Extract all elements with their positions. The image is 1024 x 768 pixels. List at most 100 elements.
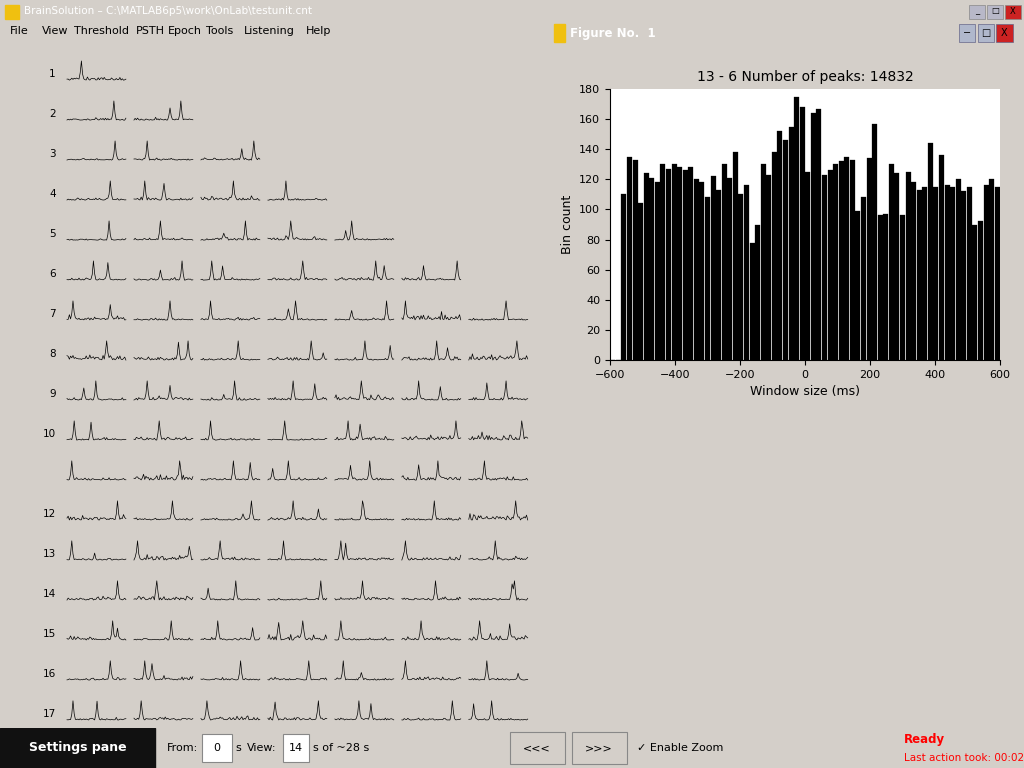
Bar — [283, 734, 309, 762]
Bar — [816, 108, 821, 360]
Bar — [638, 204, 643, 360]
Text: Help: Help — [306, 26, 332, 36]
Bar — [794, 97, 799, 360]
Bar — [772, 152, 777, 360]
Bar — [987, 5, 1002, 19]
Bar — [905, 172, 910, 360]
Text: s: s — [234, 743, 241, 753]
Bar — [633, 160, 638, 360]
Bar — [202, 734, 232, 762]
Bar — [911, 182, 916, 360]
Bar — [722, 164, 727, 360]
Bar — [627, 157, 632, 360]
Bar — [800, 107, 805, 360]
Bar — [510, 732, 565, 764]
Bar — [666, 169, 671, 360]
Bar — [928, 143, 933, 360]
Bar — [805, 172, 810, 360]
Bar — [788, 127, 794, 360]
Text: Epoch: Epoch — [168, 26, 202, 36]
Text: >>>: >>> — [585, 743, 613, 753]
Bar — [716, 190, 721, 360]
Text: ✓ Enable Zoom: ✓ Enable Zoom — [637, 743, 723, 753]
Bar — [822, 175, 827, 360]
Bar — [766, 175, 771, 360]
Bar — [660, 164, 666, 360]
Text: 17: 17 — [43, 709, 56, 720]
Text: −: − — [963, 28, 971, 38]
Bar — [969, 5, 985, 19]
Text: 2: 2 — [49, 109, 56, 119]
Text: Last action took: 00:02:15: Last action took: 00:02:15 — [904, 753, 1024, 763]
Text: X: X — [1010, 6, 1016, 15]
Bar — [834, 164, 839, 360]
Bar — [962, 191, 967, 360]
Bar — [839, 161, 844, 360]
Bar — [884, 214, 889, 360]
Bar — [827, 170, 833, 360]
Text: _: _ — [975, 6, 979, 15]
Title: 13 - 6 Number of peaks: 14832: 13 - 6 Number of peaks: 14832 — [696, 70, 913, 84]
Text: PSTH: PSTH — [136, 26, 165, 36]
Bar — [933, 187, 938, 360]
Bar — [622, 194, 627, 360]
Bar — [694, 180, 699, 360]
Text: 14: 14 — [289, 743, 303, 753]
Bar — [978, 24, 994, 42]
Text: 13: 13 — [43, 549, 56, 559]
Bar — [649, 178, 654, 360]
Bar — [699, 182, 705, 360]
Bar — [978, 221, 983, 360]
Bar — [894, 174, 899, 360]
Bar — [959, 24, 976, 42]
Text: View:: View: — [247, 743, 276, 753]
Text: Ready: Ready — [904, 733, 945, 746]
Text: BrainSolution – C:\MATLAB6p5\work\OnLab\testunit.cnt: BrainSolution – C:\MATLAB6p5\work\OnLab\… — [24, 6, 312, 16]
Bar — [878, 216, 883, 360]
Text: From:: From: — [167, 743, 199, 753]
Bar — [955, 180, 961, 360]
Bar — [944, 185, 949, 360]
Text: □: □ — [981, 28, 990, 38]
Text: 6: 6 — [49, 270, 56, 280]
Bar — [672, 164, 677, 360]
Bar — [5, 5, 19, 19]
Text: 12: 12 — [43, 509, 56, 519]
Bar — [744, 185, 750, 360]
Bar — [711, 177, 716, 360]
Bar — [939, 155, 944, 360]
Text: 15: 15 — [43, 629, 56, 639]
Text: 0: 0 — [213, 743, 220, 753]
Bar — [872, 124, 878, 360]
Bar — [983, 185, 988, 360]
Bar — [861, 197, 866, 360]
Text: View: View — [42, 26, 69, 36]
Bar — [1005, 5, 1021, 19]
Bar — [844, 157, 849, 360]
Bar — [554, 25, 565, 41]
Bar — [783, 141, 788, 360]
Bar — [900, 216, 905, 360]
Bar — [777, 131, 782, 360]
Bar — [755, 224, 760, 360]
X-axis label: Window size (ms): Window size (ms) — [750, 386, 860, 399]
Text: Settings pane: Settings pane — [29, 741, 126, 754]
Text: 9: 9 — [49, 389, 56, 399]
Bar — [677, 167, 682, 360]
Bar — [688, 167, 693, 360]
Bar — [996, 24, 1013, 42]
Bar — [889, 164, 894, 360]
Bar — [989, 180, 994, 360]
Text: Threshold: Threshold — [74, 26, 129, 36]
Text: 10: 10 — [43, 429, 56, 439]
Bar — [0, 728, 155, 768]
Bar — [761, 164, 766, 360]
Bar — [994, 187, 999, 360]
Bar — [973, 224, 978, 360]
Text: Listening: Listening — [244, 26, 295, 36]
Text: Figure No.  1: Figure No. 1 — [569, 27, 655, 39]
Bar — [727, 178, 732, 360]
Bar — [654, 182, 659, 360]
Text: 5: 5 — [49, 230, 56, 240]
Text: 8: 8 — [49, 349, 56, 359]
